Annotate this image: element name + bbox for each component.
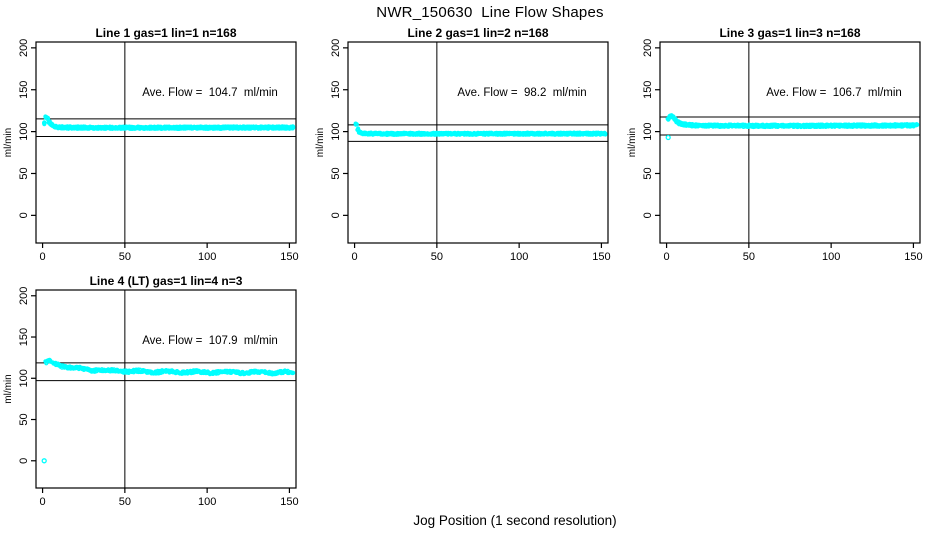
panel-title-3: Line 3 gas=1 lin=3 n=168 — [719, 26, 861, 40]
svg-text:0: 0 — [40, 251, 46, 263]
svg-text:100: 100 — [510, 251, 528, 263]
svg-text:50: 50 — [18, 413, 30, 425]
svg-text:100: 100 — [198, 496, 216, 508]
ave-flow-annotation-4: Ave. Flow = 107.9 ml/min — [142, 335, 278, 347]
svg-text:50: 50 — [431, 251, 443, 263]
svg-text:200: 200 — [18, 39, 30, 57]
flow-plot-svg-3: 0 50 100 150 0 50 100 150 200 ml/min — [627, 39, 923, 263]
svg-text:ml/min: ml/min — [3, 374, 14, 403]
main-title: NWR_150630 Line Flow Shapes — [376, 4, 604, 21]
x-axis-label: Jog Position (1 second resolution) — [413, 513, 617, 528]
ave-flow-annotation-3: Ave. Flow = 106.7 ml/min — [766, 87, 902, 99]
ave-flow-annotation-1: Ave. Flow = 104.7 ml/min — [142, 87, 278, 99]
svg-text:50: 50 — [330, 167, 342, 179]
svg-text:0: 0 — [330, 212, 342, 218]
svg-text:0: 0 — [352, 251, 358, 263]
svg-text:50: 50 — [743, 251, 755, 263]
flow-plot-svg-1: 0 50 100 150 0 50 100 150 200 ml/min — [3, 39, 299, 263]
svg-text:100: 100 — [18, 122, 30, 140]
flow-plot-svg-2: 0 50 100 150 0 50 100 150 200 ml/min — [315, 39, 611, 263]
svg-text:150: 150 — [18, 328, 30, 346]
panel-title-1: Line 1 gas=1 lin=1 n=168 — [95, 26, 237, 40]
svg-text:200: 200 — [642, 39, 654, 57]
svg-text:ml/min: ml/min — [627, 128, 638, 157]
svg-text:50: 50 — [119, 251, 131, 263]
svg-text:50: 50 — [18, 167, 30, 179]
svg-text:200: 200 — [18, 287, 30, 305]
svg-text:50: 50 — [642, 167, 654, 179]
flow-panel-4: 0 50 100 150 0 50 100 150 200 ml/min Line 4 (LT) … — [0, 268, 312, 520]
svg-text:150: 150 — [18, 81, 30, 99]
svg-text:200: 200 — [330, 39, 342, 57]
svg-text:0: 0 — [40, 496, 46, 508]
svg-text:50: 50 — [119, 496, 131, 508]
flow-panel-1: 0 50 100 150 0 50 100 150 200 ml/min Line 1 gas=1… — [0, 20, 312, 272]
svg-text:100: 100 — [198, 251, 216, 263]
svg-text:0: 0 — [642, 212, 654, 218]
svg-text:0: 0 — [18, 458, 30, 464]
svg-text:ml/min: ml/min — [3, 128, 14, 157]
ave-flow-annotation-2: Ave. Flow = 98.2 ml/min — [457, 87, 587, 99]
svg-text:150: 150 — [592, 251, 610, 263]
svg-text:100: 100 — [642, 122, 654, 140]
flow-plot-svg-4: 0 50 100 150 0 50 100 150 200 ml/min — [3, 287, 299, 508]
svg-text:0: 0 — [18, 212, 30, 218]
panel-title-2: Line 2 gas=1 lin=2 n=168 — [407, 26, 549, 40]
svg-text:150: 150 — [642, 81, 654, 99]
svg-text:0: 0 — [664, 251, 670, 263]
flow-panel-2: 0 50 100 150 0 50 100 150 200 ml/min Line 2 gas=1… — [312, 20, 624, 272]
svg-text:ml/min: ml/min — [315, 128, 326, 157]
svg-text:150: 150 — [280, 496, 298, 508]
svg-text:150: 150 — [280, 251, 298, 263]
svg-text:100: 100 — [822, 251, 840, 263]
svg-text:100: 100 — [330, 122, 342, 140]
panel-title-4: Line 4 (LT) gas=1 lin=4 n=3 — [89, 274, 243, 288]
svg-text:150: 150 — [330, 81, 342, 99]
svg-text:150: 150 — [904, 251, 922, 263]
svg-text:100: 100 — [18, 369, 30, 387]
flow-panel-3: 0 50 100 150 0 50 100 150 200 ml/min Line 3 gas=1… — [624, 20, 936, 272]
